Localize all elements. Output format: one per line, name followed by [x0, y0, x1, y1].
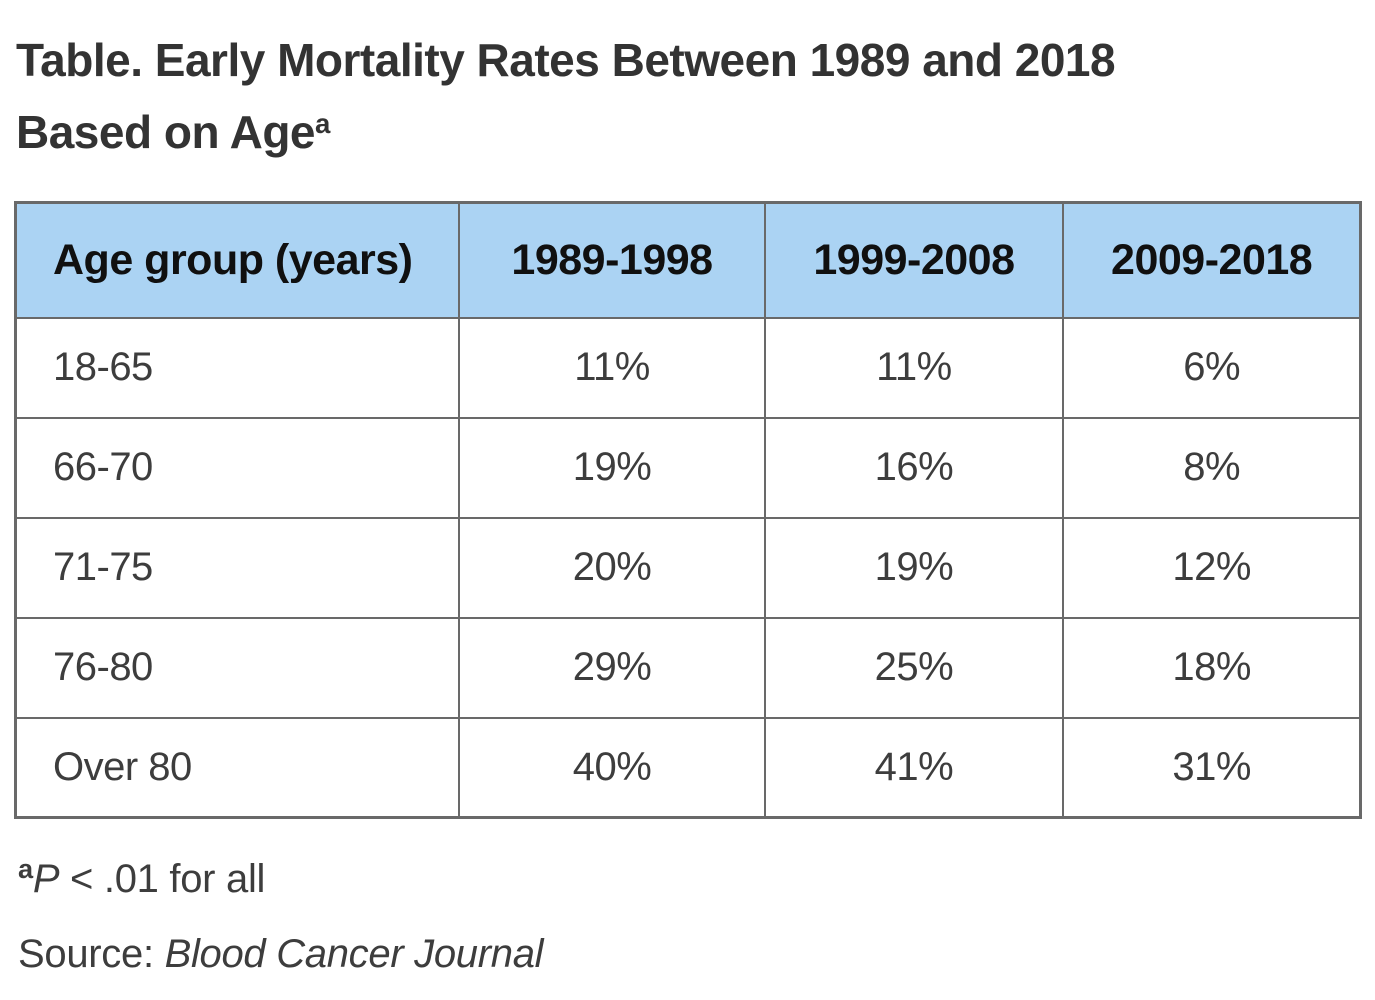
table-header: Age group (years) 1989-1998 1999-2008 20… [14, 201, 1362, 319]
cell-value: 31% [1062, 716, 1362, 819]
cell-value: 18% [1062, 616, 1362, 719]
cell-age-group: 18-65 [14, 316, 461, 419]
header-1989-1998: 1989-1998 [458, 201, 766, 319]
table-title: Table. Early Mortality Rates Between 198… [16, 24, 1362, 168]
source-journal-name: Blood Cancer Journal [164, 932, 544, 976]
mortality-rates-table: Age group (years) 1989-1998 1999-2008 20… [14, 201, 1362, 819]
table-row: 76-80 29% 25% 18% [14, 616, 1362, 719]
table-row: 71-75 20% 19% 12% [14, 516, 1362, 619]
cell-value: 25% [763, 616, 1065, 719]
header-2009-2018: 2009-2018 [1062, 201, 1362, 319]
table-row: 66-70 19% 16% 8% [14, 416, 1362, 519]
cell-value: 8% [1062, 416, 1362, 519]
cell-value: 12% [1062, 516, 1362, 619]
cell-value: 19% [763, 516, 1065, 619]
header-1999-2008: 1999-2008 [763, 201, 1065, 319]
source-line: Source: Blood Cancer Journal [18, 932, 1362, 977]
footnote-p-text: < .01 for all [59, 857, 266, 901]
cell-value: 16% [763, 416, 1065, 519]
footnote-marker: a [18, 853, 33, 885]
cell-value: 20% [458, 516, 766, 619]
cell-value: 11% [763, 316, 1065, 419]
cell-age-group: 71-75 [14, 516, 461, 619]
cell-age-group: 76-80 [14, 616, 461, 719]
cell-value: 29% [458, 616, 766, 719]
cell-value: 41% [763, 716, 1065, 819]
cell-value: 40% [458, 716, 766, 819]
cell-value: 11% [458, 316, 766, 419]
table-body: 18-65 11% 11% 6% 66-70 19% 16% 8% 71-75 … [14, 316, 1362, 819]
header-age-group: Age group (years) [14, 201, 461, 319]
table-row: Over 80 40% 41% 31% [14, 716, 1362, 819]
cell-value: 6% [1062, 316, 1362, 419]
table-title-line1: Table. Early Mortality Rates Between 198… [16, 34, 1116, 86]
table-row: 18-65 11% 11% 6% [14, 316, 1362, 419]
footnote-p-symbol: P [32, 857, 60, 901]
header-row: Age group (years) 1989-1998 1999-2008 20… [14, 201, 1362, 319]
table-title-line2: Based on Age [16, 106, 316, 158]
cell-value: 19% [458, 416, 766, 519]
footnote-p-value: aP < .01 for all [18, 855, 1362, 902]
cell-age-group: 66-70 [14, 416, 461, 519]
source-label: Source: [18, 932, 165, 976]
cell-age-group: Over 80 [14, 716, 461, 819]
title-footnote-marker: a [315, 107, 330, 139]
